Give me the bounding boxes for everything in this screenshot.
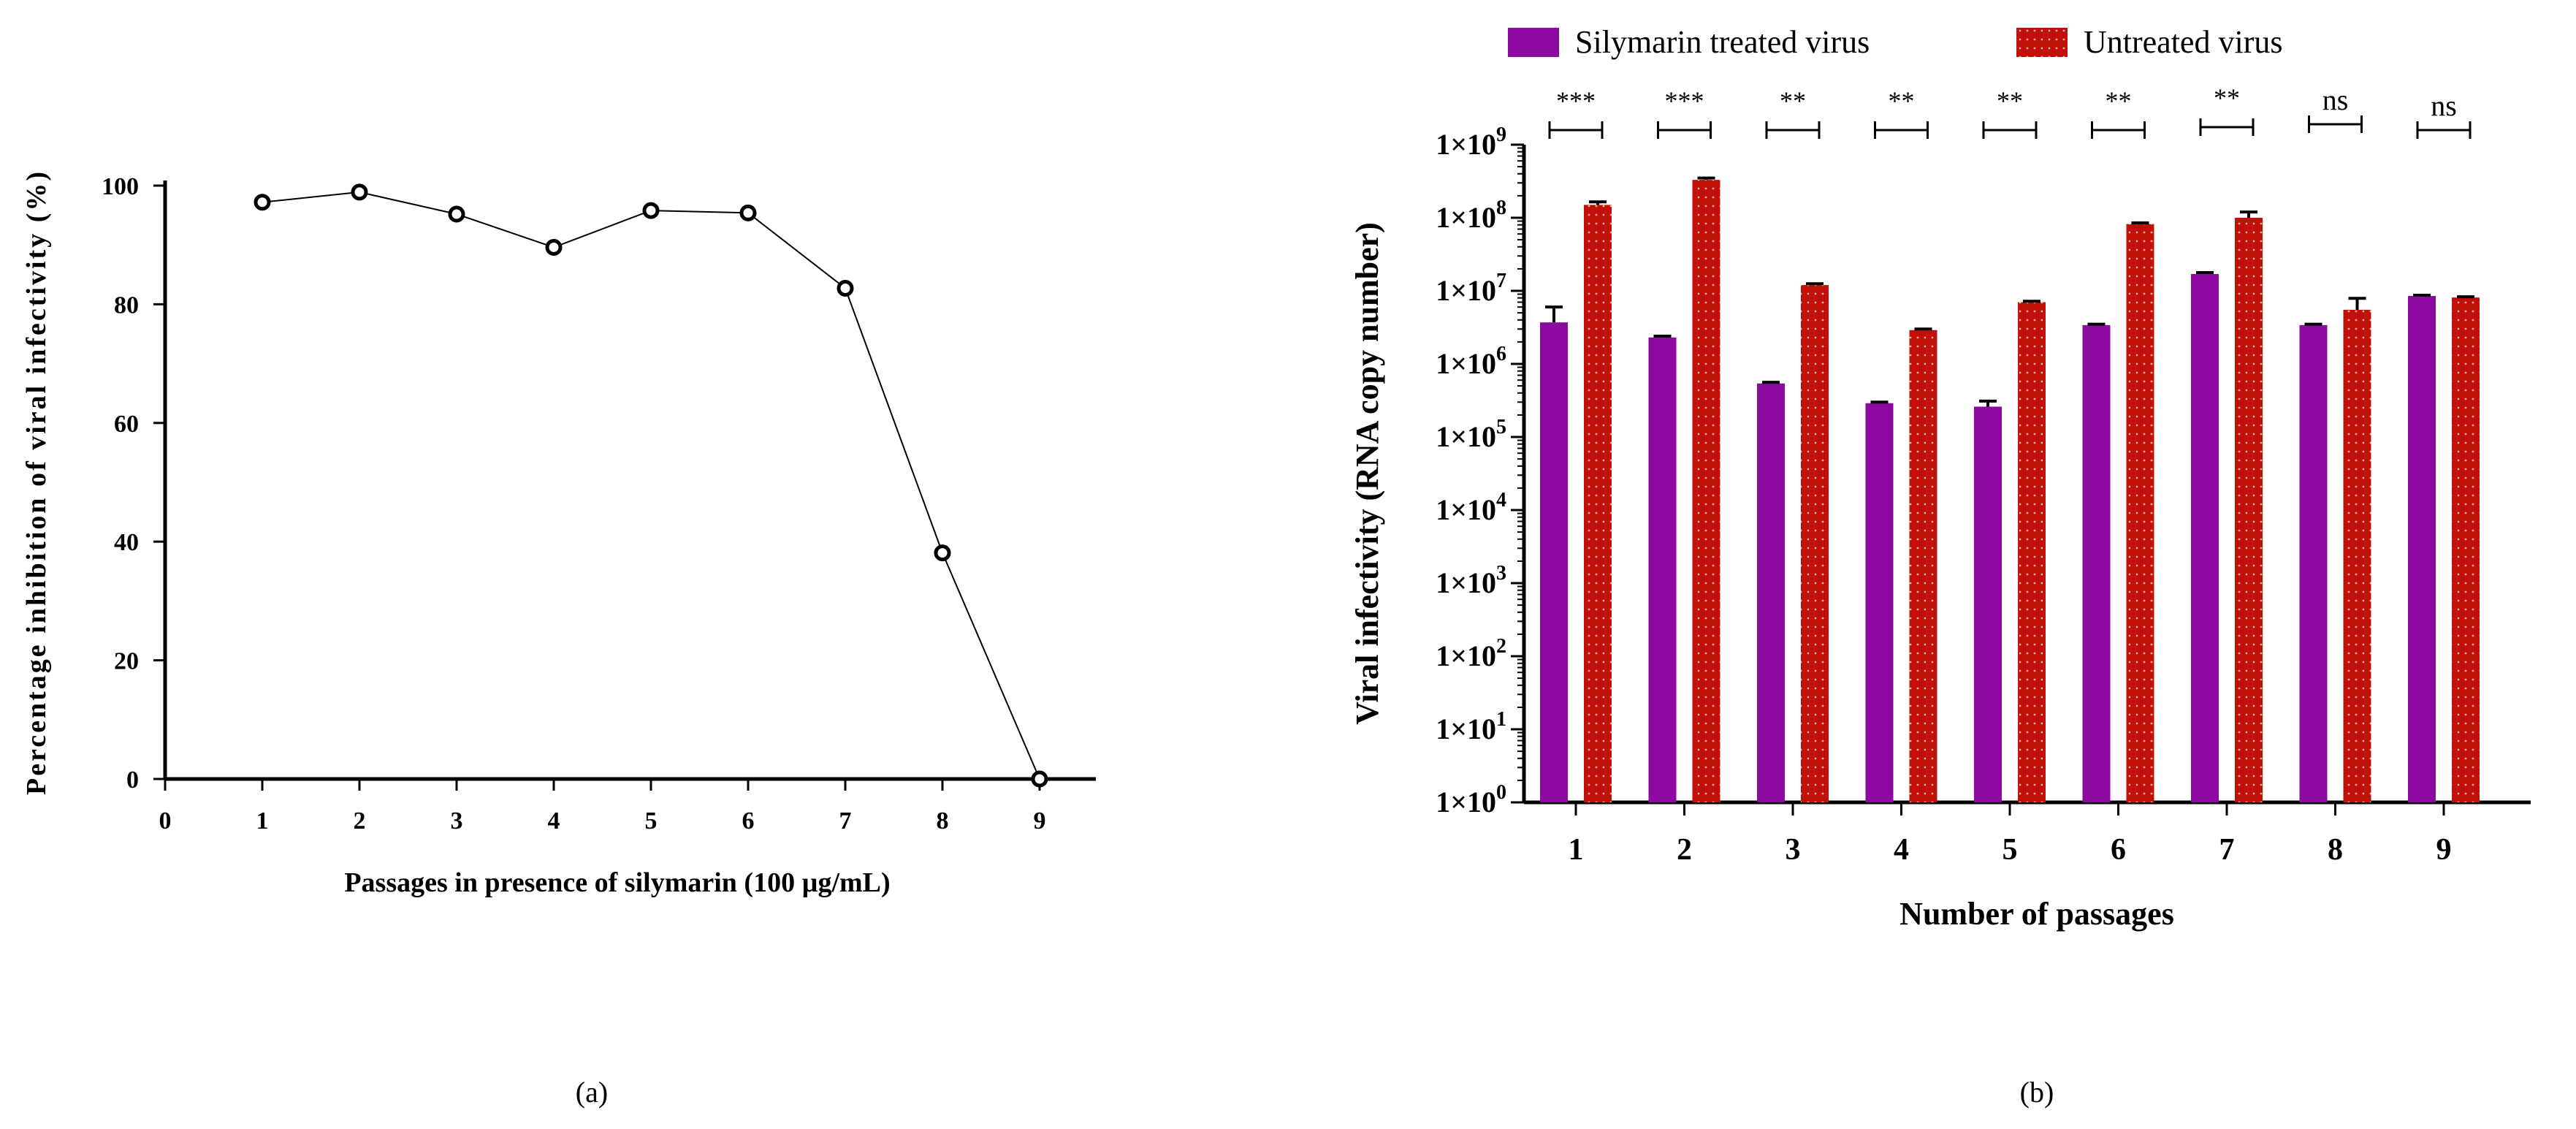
- bar-untreated: [1801, 285, 1829, 802]
- panel-a-y-tick-label: 60: [114, 411, 139, 438]
- panel-a-data-point: [254, 194, 271, 211]
- panel-a-data-point: [739, 204, 757, 221]
- panel-a-line-chart: 0 1 2 3 4 5 6 7 8 9 0 20 40 60 80 100 Passages in pres…: [21, 170, 1096, 898]
- bar-untreated: [2235, 218, 2263, 802]
- panel-a-x-tick-label: 0: [159, 807, 172, 835]
- panel-b-x-tick-label: 7: [2219, 833, 2235, 867]
- bar-silymarin-treated: [1757, 383, 1785, 802]
- panel-a-x-tick-label: 7: [839, 807, 852, 835]
- panel-b-y-tick-label: 1×103: [1436, 562, 1506, 599]
- panel-a-data-point: [642, 202, 660, 219]
- panel-b-x-tick-label: 2: [1677, 833, 1692, 867]
- bar-silymarin-treated: [2191, 273, 2219, 803]
- bar-untreated: [2452, 297, 2480, 802]
- panel-a-x-tick-label: 5: [645, 807, 658, 835]
- significance-label: **: [2106, 86, 2132, 115]
- panel-b-y-tick-label: 1×107: [1436, 270, 1506, 307]
- panel-a-x-tick-label: 4: [548, 807, 560, 835]
- legend-swatch-silymarin: [1508, 28, 1559, 57]
- significance-label: **: [1997, 86, 2023, 115]
- panel-a-y-tick-label: 40: [114, 529, 139, 556]
- panel-b-x-ticks: 1 2 3 4 5 6 7 8 9: [1569, 802, 2452, 867]
- panel-a-y-label: Percentage inhibition of viral infectivi…: [21, 170, 52, 795]
- bar-silymarin-treated: [1974, 406, 2002, 802]
- significance-label: ***: [1665, 86, 1704, 115]
- caption-b: (b): [2020, 1076, 2054, 1109]
- panel-b-x-label: Number of passages: [1899, 896, 2174, 932]
- panel-b-bars: [1540, 176, 2480, 803]
- panel-a-series-line: [262, 191, 1040, 780]
- significance-label: **: [1889, 86, 1915, 115]
- panel-b-y-label: Viral infectivity (RNA copy number): [1349, 222, 1385, 725]
- panel-a-data-point: [545, 238, 563, 256]
- panel-a-data-point: [1031, 770, 1048, 788]
- panel-a-y-ticks: 0 20 40 60 80 100: [102, 173, 165, 794]
- panel-b-y-tick-label: 1×101: [1436, 708, 1506, 745]
- panel-a-y-tick-label: 20: [114, 648, 139, 675]
- bar-untreated: [2343, 309, 2371, 802]
- caption-a: (a): [576, 1076, 608, 1109]
- panel-a-data-point: [448, 205, 465, 223]
- panel-b-x-tick-label: 9: [2436, 833, 2452, 867]
- panel-a-x-tick-label: 1: [256, 807, 269, 835]
- significance-label: ***: [1556, 86, 1596, 115]
- panel-b-y-tick-label: 1×102: [1436, 635, 1506, 672]
- panel-a-x-label: Passages in presence of silymarin (100 µ…: [344, 867, 890, 898]
- panel-b-y-ticks: 1×100 1×101 1×102 1×103 1×104 1×105 1×106 1×107…: [1436, 123, 1524, 818]
- legend-swatch-untreated: [2016, 28, 2068, 57]
- panel-b-y-tick-label: 1×108: [1436, 197, 1506, 234]
- bar-silymarin-treated: [2408, 296, 2436, 802]
- panel-b-x-tick-label: 8: [2328, 833, 2343, 867]
- panel-a-x-tick-label: 3: [451, 807, 463, 835]
- panel-b-x-tick-label: 6: [2111, 833, 2126, 867]
- panel-b-bar-chart: 1×100 1×101 1×102 1×103 1×104 1×105 1×106 1×107…: [1349, 24, 2531, 932]
- panel-a-y-tick-label: 80: [114, 292, 139, 319]
- bar-silymarin-treated: [2082, 324, 2111, 802]
- panel-b-x-tick-label: 3: [1786, 833, 1801, 867]
- panel-b-significance: *** *** ** ** ** ** ** ns ns: [1548, 83, 2472, 139]
- panel-a-points: [254, 183, 1048, 788]
- bar-silymarin-treated: [1648, 337, 1677, 802]
- bar-untreated: [1909, 330, 1937, 802]
- bar-silymarin-treated: [1540, 322, 1568, 803]
- panel-b-y-tick-label: 1×109: [1436, 123, 1506, 161]
- panel-b-x-tick-label: 1: [1569, 833, 1584, 867]
- panel-b-x-tick-label: 4: [1894, 833, 1909, 867]
- panel-a-x-tick-label: 8: [937, 807, 949, 835]
- panel-a-y-tick-label: 0: [126, 767, 139, 794]
- panel-a-data-point: [837, 279, 854, 297]
- panel-a-y-tick-label: 100: [102, 173, 139, 200]
- bar-untreated: [2018, 302, 2046, 802]
- panel-a-x-tick-label: 6: [742, 807, 755, 835]
- panel-a-x-tick-label: 2: [354, 807, 366, 835]
- bar-untreated: [1692, 180, 1720, 802]
- significance-label: ns: [2322, 83, 2349, 116]
- panel-a-x-tick-label: 9: [1034, 807, 1046, 835]
- significance-label: **: [2214, 83, 2240, 113]
- panel-a-data-point: [934, 544, 951, 562]
- significance-label: **: [1780, 86, 1806, 115]
- bar-untreated: [1584, 205, 1612, 802]
- bar-untreated: [2126, 224, 2154, 802]
- panel-b-x-tick-label: 5: [2003, 833, 2018, 867]
- panel-a-data-point: [351, 183, 368, 201]
- legend-label: Untreated virus: [2084, 24, 2282, 60]
- legend-label: Silymarin treated virus: [1575, 24, 1870, 60]
- bar-silymarin-treated: [2299, 324, 2328, 802]
- bar-silymarin-treated: [1865, 403, 1894, 802]
- significance-label: ns: [2431, 89, 2457, 122]
- panel-a-x-ticks: 0 1 2 3 4 5 6 7 8 9: [159, 779, 1046, 835]
- panel-b-legend: Silymarin treated virus Untreated virus: [1508, 24, 2282, 60]
- panel-b-y-tick-label: 1×106: [1436, 343, 1506, 380]
- panel-b-y-tick-label: 1×104: [1436, 489, 1506, 526]
- panel-b-y-tick-label: 1×105: [1436, 416, 1506, 453]
- panel-b-y-tick-label: 1×100: [1436, 781, 1506, 818]
